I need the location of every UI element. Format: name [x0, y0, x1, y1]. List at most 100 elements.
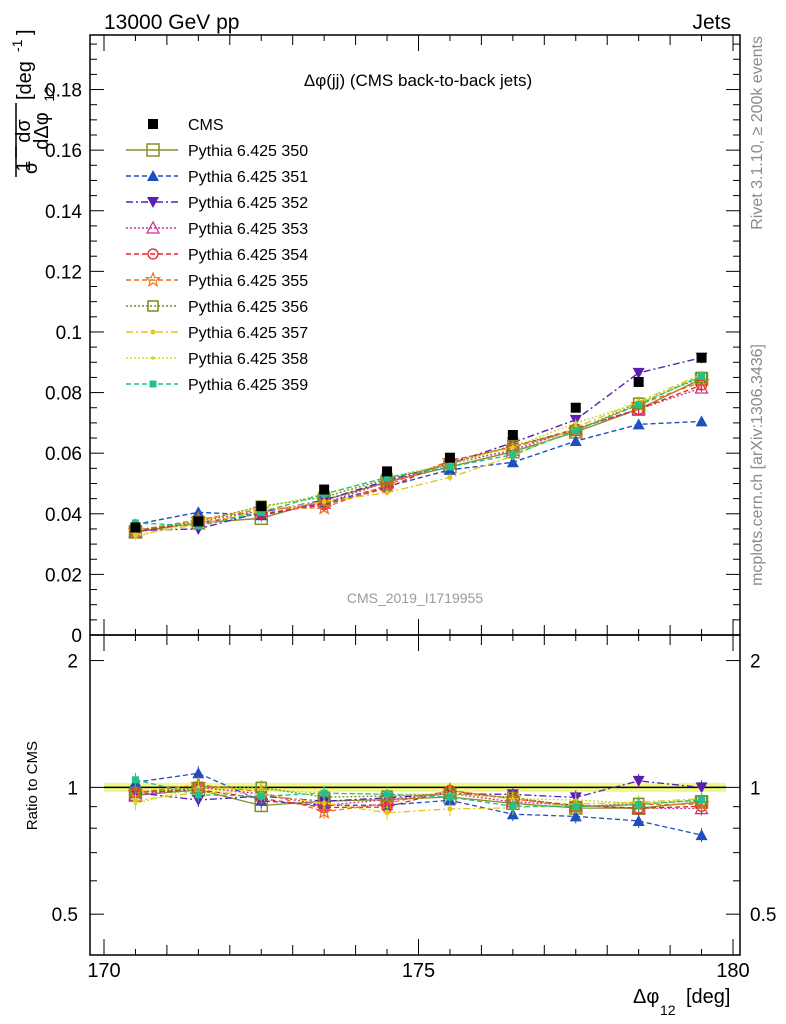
ratio-series-point: [695, 829, 708, 841]
ratio-series-point: [320, 789, 328, 797]
y-axis-dden-sub: 12: [41, 86, 57, 102]
ratio-series-point: [315, 803, 333, 819]
series-point: [632, 367, 645, 379]
header-right-label: Jets: [692, 11, 731, 34]
ratio-series-point: [509, 802, 517, 810]
series-point: [632, 418, 645, 430]
legend-label: Pythia 6.425 356: [188, 299, 308, 316]
header-left-label: 13000 GeV pp: [104, 11, 239, 34]
series-group: [133, 371, 704, 541]
legend-marker: [147, 197, 159, 208]
y-tick-label: 0.06: [45, 444, 82, 465]
ratio-panel-frame: [89, 634, 741, 956]
ratio-series-point: [446, 793, 454, 801]
legend-marker: [148, 119, 158, 129]
series-point: [635, 401, 643, 409]
y-axis-unit-sup: -1: [9, 39, 25, 52]
ratio-tick-label-left: 0.5: [52, 905, 78, 926]
series-point: [511, 445, 515, 449]
series-point: [572, 426, 580, 434]
data-point: [256, 501, 267, 512]
data-point: [633, 376, 644, 387]
series-point: [569, 435, 582, 447]
series-point: [447, 474, 453, 480]
series-point: [257, 508, 265, 516]
series-line: [135, 381, 702, 532]
legend-entry: Pythia 6.425 358: [126, 351, 308, 368]
mcplots-label: mcplots.cern.ch [arXiv:1306.3436]: [749, 344, 766, 586]
ratio-series-group: [127, 766, 710, 843]
ratio-tick-label-left: 2: [67, 652, 78, 673]
series-line: [135, 375, 702, 538]
legend-marker: [147, 300, 159, 312]
ratio-series-point: [632, 814, 645, 826]
legend-label: Pythia 6.425 358: [188, 351, 308, 368]
series-point: [383, 473, 391, 481]
ratio-series-point: [569, 810, 582, 822]
ratio-panel: 0.5 0.5 1 1 2 2: [52, 634, 776, 956]
legend-entry: Pythia 6.425 351: [126, 169, 308, 186]
ratio-series-point: [196, 785, 201, 790]
data-point: [507, 430, 518, 440]
ratio-series-line: [135, 772, 702, 836]
ratio-series-line: [135, 779, 702, 808]
series-line: [135, 373, 702, 536]
ratio-tick-label-right: 2: [750, 652, 761, 673]
legend-label: Pythia 6.425 352: [188, 195, 308, 212]
ratio-y-axis-title: Ratio to CMS: [24, 741, 41, 830]
ratio-tick-label-left: 1: [67, 778, 78, 799]
series-line: [135, 378, 702, 533]
ratio-series-point: [383, 790, 391, 798]
legend-entry: Pythia 6.425 357: [126, 325, 308, 342]
legend-marker: [150, 329, 156, 335]
legend-entry: Pythia 6.425 356: [126, 299, 308, 316]
x-axis-title: Δφ 12 [deg]: [633, 986, 730, 1018]
series-point: [321, 499, 327, 505]
ratio-series-point: [257, 792, 265, 800]
ratio-series-point: [635, 801, 643, 809]
series-point: [698, 372, 706, 380]
legend-entry: Pythia 6.425 354: [126, 247, 308, 264]
legend-label: Pythia 6.425 355: [188, 273, 308, 290]
series-line: [135, 420, 702, 526]
ratio-series-point: [572, 803, 580, 811]
ratio-series-group-item: [129, 766, 708, 843]
y-axis-dden: dΔφ: [31, 112, 53, 149]
data-point: [319, 484, 330, 495]
legend-entry: Pythia 6.425 352: [126, 195, 308, 212]
legend-marker: [147, 248, 159, 260]
ratio-series-point: [694, 801, 709, 815]
rivet-version-label: Rivet 3.1.10, ≥ 200k events: [749, 36, 766, 230]
data-series-group: [130, 352, 707, 533]
data-point: [193, 516, 204, 527]
ratio-series-point: [192, 767, 205, 779]
legend-marker: [149, 380, 157, 388]
y-tick-label: 0.08: [45, 384, 82, 405]
data-point: [696, 352, 707, 363]
y-tick-label: 0.16: [45, 141, 82, 162]
x-tick-label: 170: [87, 960, 120, 982]
y-axis-title: 1 σ dσ dΔφ 12 [deg -1 ]: [9, 29, 57, 177]
ratio-series-point: [698, 796, 706, 804]
series-line: [135, 376, 702, 532]
ratio-tick-label-right: 1: [750, 778, 761, 799]
ratio-series-point: [447, 806, 453, 812]
main-series-group: [127, 352, 710, 541]
main-panel: 0 0.02 0.04 0.06 0.08 0.1 0.12 0.14 0.16 0.18 Δφ(…: [45, 34, 741, 647]
series-group: [129, 379, 708, 537]
series-line: [135, 384, 702, 532]
x-tick-label: 180: [716, 960, 749, 982]
series-point: [573, 421, 578, 425]
data-point: [444, 452, 455, 463]
y-axis-frac-num: 1: [13, 160, 35, 171]
legend-entry: Pythia 6.425 353: [126, 220, 308, 238]
ratio-series-point: [321, 800, 327, 806]
ratio-series-point: [133, 801, 138, 806]
legend-entry: Pythia 6.425 350: [126, 143, 308, 160]
series-group: [127, 373, 710, 538]
data-point: [382, 466, 393, 477]
legend: CMS Pythia 6.425 350 Pythia 6.425 351 Pythi…: [126, 117, 308, 394]
data-point: [570, 402, 581, 413]
ratio-tick-label-right: 0.5: [750, 905, 776, 926]
x-axis-label-unit: [deg]: [686, 986, 730, 1008]
